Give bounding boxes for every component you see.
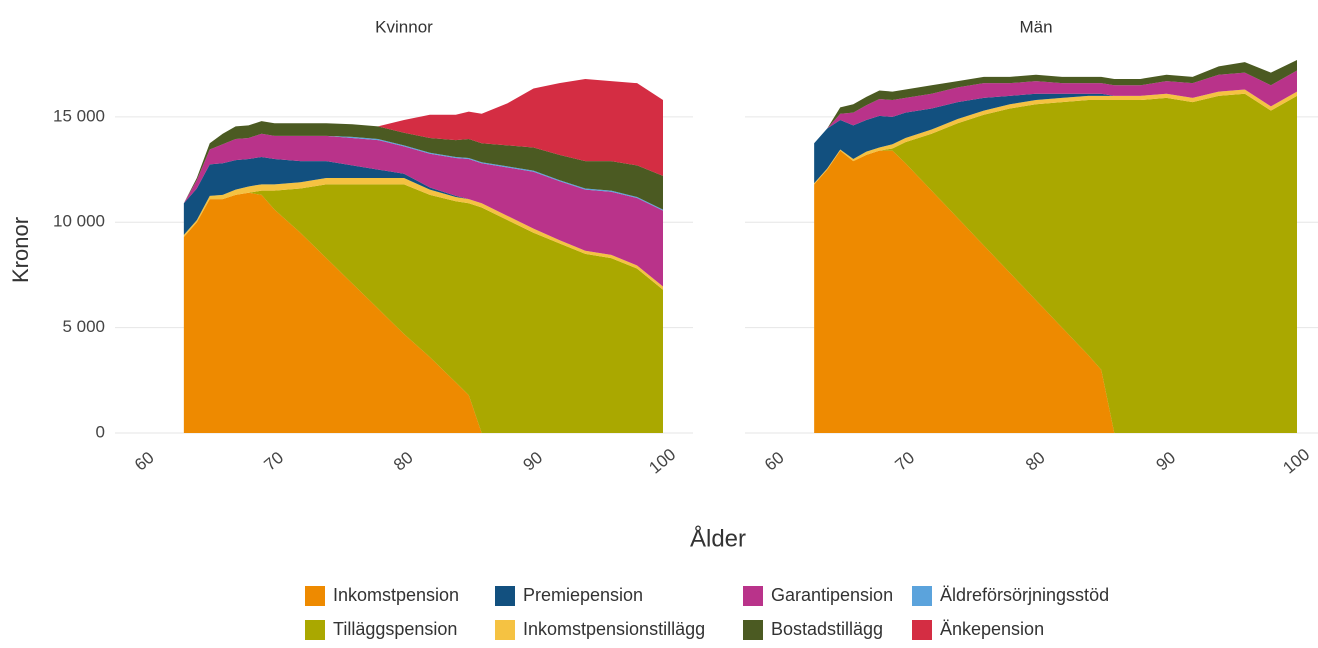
legend-label: Änkepension [940,619,1044,639]
legend-swatch [495,586,515,606]
area [814,60,1297,144]
x-tick-label: 100 [645,445,679,478]
area [183,133,663,287]
area [183,192,663,433]
legend-swatch [912,586,932,606]
area [814,70,1297,144]
area [814,89,1297,184]
area [814,93,1297,433]
facet-title: Kvinnor [375,17,433,36]
area [183,156,663,287]
x-axis-label: Ålder [690,524,746,552]
y-tick-label: 15 000 [53,106,105,125]
x-tick-label: 60 [131,448,158,475]
y-tick-label: 10 000 [53,212,105,231]
legend-label: Bostadstillägg [771,619,883,639]
y-axis-label: Kronor [8,217,33,283]
legend-swatch [912,620,932,640]
y-tick-label: 5 000 [62,317,105,336]
x-tick-label: 70 [891,448,918,475]
y-tick-label: 0 [96,422,105,441]
x-tick-label: 90 [519,448,546,475]
legend-swatch [495,620,515,640]
x-tick-label: 100 [1279,445,1313,478]
facet-title: Män [1019,17,1052,36]
legend-label: Premiepension [523,585,643,605]
legend-swatch [743,620,763,640]
legend-label: Äldreförsörjningsstöd [940,585,1109,605]
area [814,89,1297,185]
x-tick-label: 70 [260,448,287,475]
area [183,78,663,204]
x-tick-label: 90 [1152,448,1179,475]
area [183,184,663,433]
x-tick-label: 80 [1022,448,1049,475]
legend-label: Inkomstpension [333,585,459,605]
legend-swatch [305,586,325,606]
legend-label: Inkomstpensionstillägg [523,619,705,639]
x-tick-label: 80 [390,448,417,475]
legend-label: Tilläggspension [333,619,457,639]
legend-swatch [743,586,763,606]
area [814,150,1297,433]
legend-swatch [305,620,325,640]
x-tick-label: 60 [761,448,788,475]
area [183,121,663,210]
legend-label: Garantipension [771,585,893,605]
